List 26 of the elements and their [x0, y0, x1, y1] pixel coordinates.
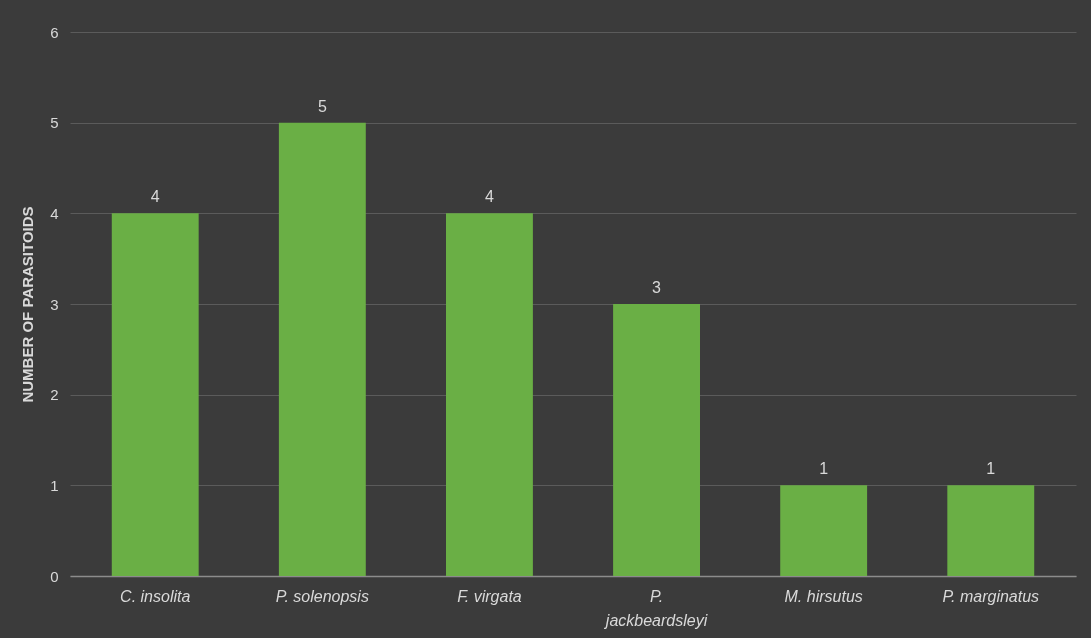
x-tick-label: P. jackbeardsleyi	[603, 587, 708, 629]
data-label: 1	[819, 460, 829, 478]
y-axis-title: NUMBER OF PARASITOIDS	[19, 206, 37, 403]
bar	[278, 122, 366, 576]
data-label: 3	[652, 279, 662, 296]
y-tick-label: 1	[50, 476, 59, 494]
y-tick-label: 0	[50, 567, 59, 585]
y-tick-label: 3	[50, 295, 59, 313]
bar	[446, 213, 533, 576]
x-tick-label: C. insolita	[120, 587, 191, 605]
data-label: 4	[150, 188, 160, 206]
x-tick-label: P. marginatus	[942, 587, 1040, 605]
bar	[111, 213, 199, 576]
bar	[947, 485, 1035, 576]
x-tick-label: M. hirsutus	[784, 587, 863, 605]
bar	[613, 304, 700, 576]
y-tick-label: 5	[50, 114, 59, 132]
y-tick-label: 2	[50, 386, 59, 404]
y-tick-label: 4	[50, 204, 59, 222]
x-tick-label: F. virgata	[457, 587, 522, 605]
bar	[780, 485, 868, 576]
x-tick-label: P. solenopsis	[275, 587, 369, 605]
y-tick-label: 6	[50, 23, 59, 41]
data-label: 1	[986, 460, 996, 478]
data-label: 4	[484, 188, 494, 206]
data-label: 5	[317, 97, 327, 115]
